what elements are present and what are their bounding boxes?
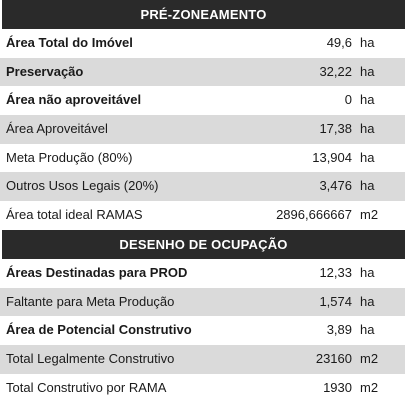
table-row: Áreas Destinadas para PROD 12,33 ha — [0, 259, 405, 288]
row-value: 17,38 — [319, 121, 352, 137]
table-row: Total Legalmente Construtivo 23160 m2 — [0, 344, 405, 374]
table-row: Área Aproveitável 17,38 ha — [0, 115, 405, 144]
row-unit: ha — [360, 178, 375, 194]
row-value: 12,33 — [319, 264, 352, 280]
row-label: Outros Usos Legais (20%) — [6, 178, 159, 194]
row-value: 32,22 — [319, 63, 352, 79]
row-value: 1,574 — [319, 293, 352, 309]
row-unit: ha — [360, 264, 375, 280]
row-label: Área de Potencial Construtivo — [6, 322, 192, 338]
section-header: DESENHO DE OCUPAÇÃO — [2, 229, 405, 259]
table-row: Faltante para Meta Produção 1,574 ha — [0, 287, 405, 317]
table-row: Área Total do Imóvel 49,6 ha — [0, 29, 405, 58]
row-unit: m2 — [360, 379, 379, 395]
row-unit: ha — [360, 92, 375, 108]
table-row: Outros Usos Legais (20%) 3,476 ha — [0, 172, 405, 202]
row-label: Áreas Destinadas para PROD — [6, 264, 188, 280]
row-value: 0 — [344, 92, 352, 108]
row-value: 3,476 — [319, 178, 352, 194]
row-value: 1930 — [323, 379, 352, 395]
table-row: Meta Produção (80%) 13,904 ha — [0, 144, 405, 173]
row-label: Área não aproveitável — [6, 92, 142, 108]
row-label: Área Total do Imóvel — [6, 35, 133, 50]
row-label: Total Construtivo por RAMA — [6, 379, 167, 395]
row-unit: ha — [360, 121, 375, 137]
table-row: Total Construtivo por RAMA 1930 m2 — [0, 374, 405, 403]
row-unit: ha — [360, 293, 375, 309]
table-row: Área não aproveitável 0 ha — [0, 86, 405, 115]
row-value: 2896,666667 — [276, 207, 352, 223]
row-unit: m2 — [360, 207, 379, 223]
row-value: 13,904 — [312, 149, 352, 165]
row-value: 49,6 — [326, 35, 352, 50]
row-label: Área Aproveitável — [6, 121, 108, 137]
row-unit: ha — [360, 149, 375, 165]
row-label: Meta Produção (80%) — [6, 149, 133, 165]
row-label: Total Legalmente Construtivo — [6, 350, 175, 366]
section-header: PRÉ-ZONEAMENTO — [2, 0, 405, 29]
row-unit: m2 — [360, 350, 379, 366]
row-label: Área total ideal RAMAS — [6, 207, 143, 223]
row-label: Preservação — [6, 63, 84, 79]
row-value: 3,89 — [326, 322, 352, 338]
row-value: 23160 — [315, 350, 352, 366]
row-unit: ha — [360, 35, 375, 50]
row-label: Faltante para Meta Produção — [6, 293, 175, 309]
table-row: Área de Potencial Construtivo 3,89 ha — [0, 316, 405, 345]
table-row: Área total ideal RAMAS 2896,666667 m2 — [0, 201, 405, 230]
table-row: Preservação 32,22 ha — [0, 57, 405, 87]
row-unit: ha — [360, 63, 375, 79]
row-unit: ha — [360, 322, 375, 338]
